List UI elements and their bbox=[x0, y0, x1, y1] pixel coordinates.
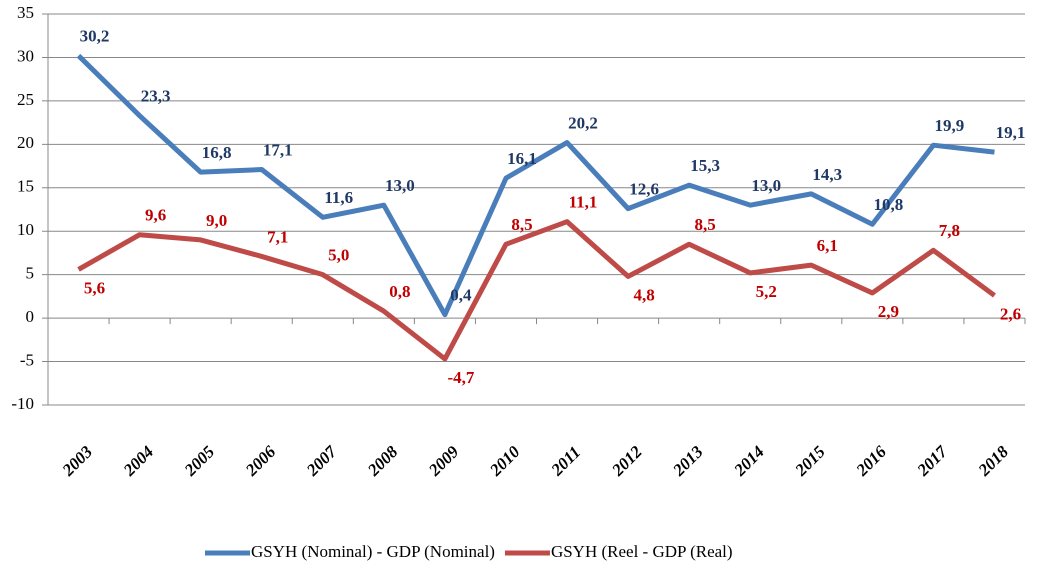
data-label: 30,2 bbox=[80, 27, 110, 46]
y-tick-label: -5 bbox=[20, 350, 34, 369]
x-tick-label: 2007 bbox=[302, 441, 341, 480]
x-tick-label: 2008 bbox=[363, 442, 402, 481]
data-label: 16,1 bbox=[507, 149, 537, 168]
data-label: 0,8 bbox=[389, 282, 410, 301]
y-tick-label: 20 bbox=[17, 133, 34, 152]
x-tick-label: 2018 bbox=[974, 442, 1013, 481]
series-line bbox=[76, 53, 995, 318]
y-tick-label: 5 bbox=[26, 264, 35, 283]
data-label: 0,4 bbox=[450, 286, 472, 305]
data-label: 7,1 bbox=[267, 227, 288, 246]
y-tick-label: 0 bbox=[26, 307, 35, 326]
x-tick-label: 2006 bbox=[241, 442, 280, 481]
data-label: 9,6 bbox=[145, 206, 166, 225]
x-tick-label: 2011 bbox=[547, 442, 585, 480]
data-label: 8,5 bbox=[511, 215, 532, 234]
x-tick-label: 2017 bbox=[913, 441, 952, 480]
x-tick-label: 2012 bbox=[608, 442, 647, 481]
data-label: 9,0 bbox=[206, 211, 227, 230]
data-label: 2,9 bbox=[878, 302, 899, 321]
x-tick-label: 2005 bbox=[180, 442, 219, 481]
data-label: 5,2 bbox=[756, 282, 777, 301]
y-tick-label: -10 bbox=[11, 394, 34, 413]
data-label: 17,1 bbox=[263, 140, 293, 159]
data-label: 14,3 bbox=[812, 165, 842, 184]
data-label: 5,0 bbox=[328, 246, 349, 265]
data-label: 6,1 bbox=[817, 236, 838, 255]
series-line bbox=[77, 219, 996, 362]
legend-label: GSYH (Reel - GDP (Real) bbox=[551, 542, 733, 561]
data-label: 4,8 bbox=[633, 285, 654, 304]
y-tick-label: 30 bbox=[17, 46, 34, 65]
data-label: 23,3 bbox=[141, 87, 171, 106]
data-label: 10,8 bbox=[873, 195, 903, 214]
data-label: 13,0 bbox=[751, 176, 781, 195]
x-tick-label: 2010 bbox=[485, 442, 524, 481]
data-label: 2,6 bbox=[1000, 304, 1021, 323]
legend-label: GSYH (Nominal) - GDP (Nominal) bbox=[251, 542, 495, 561]
data-label: 7,8 bbox=[939, 221, 960, 240]
x-tick-label: 2016 bbox=[852, 442, 891, 481]
x-tick-label: 2015 bbox=[791, 442, 830, 481]
data-label: 13,0 bbox=[385, 176, 415, 195]
y-tick-label: 15 bbox=[17, 177, 34, 196]
x-tick-label: 2014 bbox=[730, 442, 768, 480]
data-label: 19,1 bbox=[996, 123, 1026, 142]
data-label: 19,9 bbox=[935, 116, 965, 135]
data-label: -4,7 bbox=[447, 368, 474, 387]
data-label: 11,6 bbox=[324, 188, 353, 207]
data-label: 11,1 bbox=[569, 193, 598, 212]
data-label: 20,2 bbox=[568, 114, 598, 133]
data-label: 5,6 bbox=[84, 278, 105, 297]
x-tick-label: 2003 bbox=[58, 442, 97, 481]
data-label: 15,3 bbox=[690, 156, 720, 175]
y-tick-label: 35 bbox=[17, 3, 34, 22]
y-tick-label: 10 bbox=[17, 220, 34, 239]
y-tick-label: 25 bbox=[17, 90, 34, 109]
x-tick-label: 2009 bbox=[424, 442, 463, 481]
x-tick-label: 2013 bbox=[669, 442, 708, 481]
data-label: 8,5 bbox=[695, 215, 716, 234]
data-label: 16,8 bbox=[202, 143, 232, 162]
data-label: 12,6 bbox=[629, 180, 659, 199]
x-tick-label: 2004 bbox=[119, 442, 157, 480]
